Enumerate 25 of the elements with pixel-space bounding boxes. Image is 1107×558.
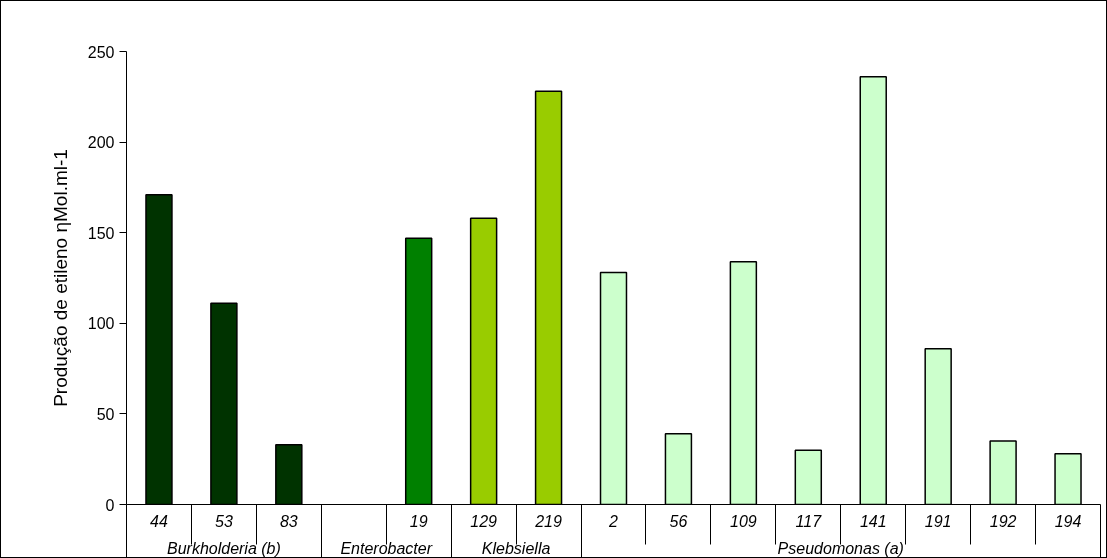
x-tick-label: 194	[1054, 512, 1082, 530]
x-tick-label: 44	[150, 512, 168, 530]
y-tick-label: 0	[105, 496, 115, 514]
x-tick-label: 129	[470, 512, 498, 530]
x-tick-label: 219	[534, 512, 563, 530]
y-tick-label: 100	[87, 315, 115, 333]
x-tick-label: 2	[608, 512, 619, 530]
x-tick-label: 109	[730, 512, 757, 530]
text: Klebsiella	[481, 539, 551, 557]
text: Pseudomonas (a)	[777, 539, 904, 557]
x-tick-label: 117	[795, 512, 823, 530]
x-tick-label: 56	[669, 512, 688, 530]
y-axis-title: Produção de etileno ηMol.ml-1	[49, 149, 71, 407]
x-tick-label: 53	[215, 512, 233, 530]
x-tick-label: 192	[989, 512, 1017, 530]
x-tick-label: 141	[859, 512, 887, 530]
x-tick-label: 191	[924, 512, 952, 530]
y-tick-label: 200	[87, 134, 115, 152]
text: Burkholderia (b)	[166, 539, 281, 557]
y-tick-label: 250	[87, 43, 115, 61]
y-tick-label: 50	[96, 405, 115, 423]
y-tick-label: 150	[87, 224, 115, 242]
text: Enterobacter	[340, 539, 433, 557]
x-tick-label: 83	[279, 512, 298, 530]
x-tick-label: 19	[409, 512, 428, 530]
